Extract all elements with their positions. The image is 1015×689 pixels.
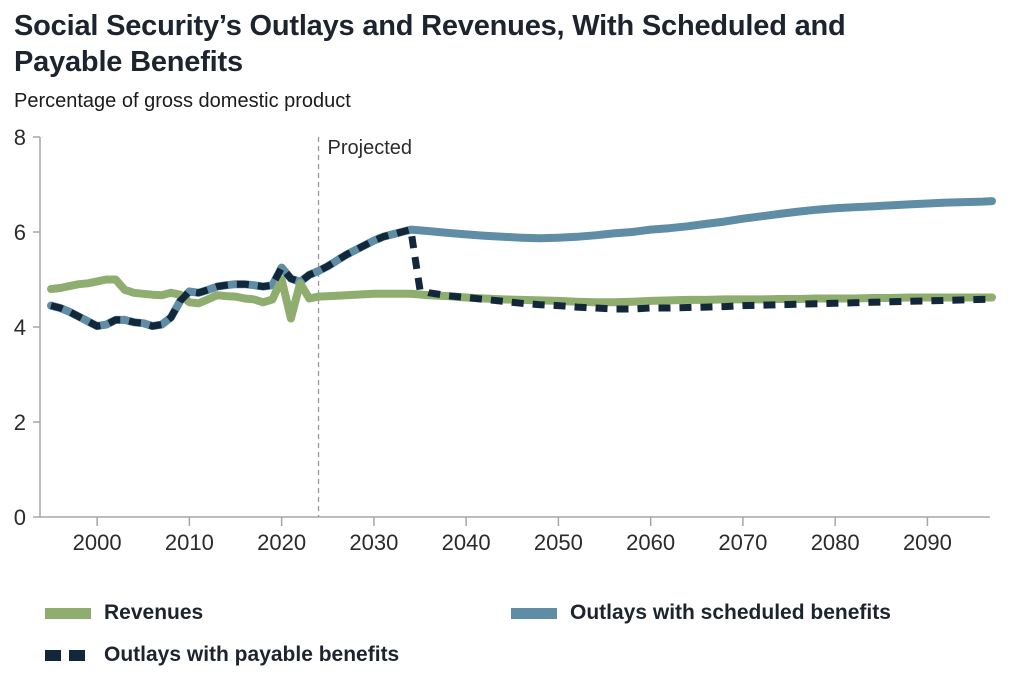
x-tick-label: 2040 (442, 530, 491, 555)
y-tick-label: 6 (14, 220, 26, 245)
revenues-swatch (45, 607, 91, 619)
chart-subtitle: Percentage of gross domestic product (14, 90, 351, 112)
y-tick-label: 0 (14, 505, 26, 530)
payable-dash-1 (45, 649, 61, 661)
legend-label-revenues: Revenues (104, 601, 204, 624)
legend-item-payable: Outlays with payable benefits (45, 643, 399, 667)
x-tick-label: 2030 (349, 530, 398, 555)
revenues-line (47, 275, 996, 323)
x-tick-label: 2010 (165, 530, 214, 555)
legend-item-scheduled: Outlays with scheduled benefits (511, 601, 891, 625)
projection-label: Projected (328, 137, 413, 159)
x-tick-label: 2000 (73, 530, 122, 555)
scheduled-line (47, 197, 996, 331)
chart-canvas: 0 2 4 6 8 2000 2010 2020 2030 2040 2050 2060 2070 208… (14, 125, 996, 555)
x-tick-label: 2070 (718, 530, 767, 555)
x-tick-label: 2060 (626, 530, 675, 555)
legend-label-scheduled: Outlays with scheduled benefits (570, 601, 891, 624)
x-tick-label: 2090 (903, 530, 952, 555)
scheduled-swatch (511, 607, 557, 619)
payable-line (50, 226, 992, 330)
x-tick-label: 2050 (534, 530, 583, 555)
chart-title: Social Security’s Outlays and Revenues, … (14, 10, 846, 79)
y-tick-label: 4 (14, 315, 26, 340)
x-tick-label: 2080 (811, 530, 860, 555)
y-tick-label: 8 (14, 125, 26, 150)
legend-item-revenues: Revenues (45, 601, 203, 625)
y-tick-label: 2 (14, 410, 26, 435)
payable-dash-2 (69, 649, 85, 661)
x-tick-label: 2020 (257, 530, 306, 555)
legend-label-payable: Outlays with payable benefits (104, 643, 400, 666)
payable-swatch (45, 649, 91, 661)
